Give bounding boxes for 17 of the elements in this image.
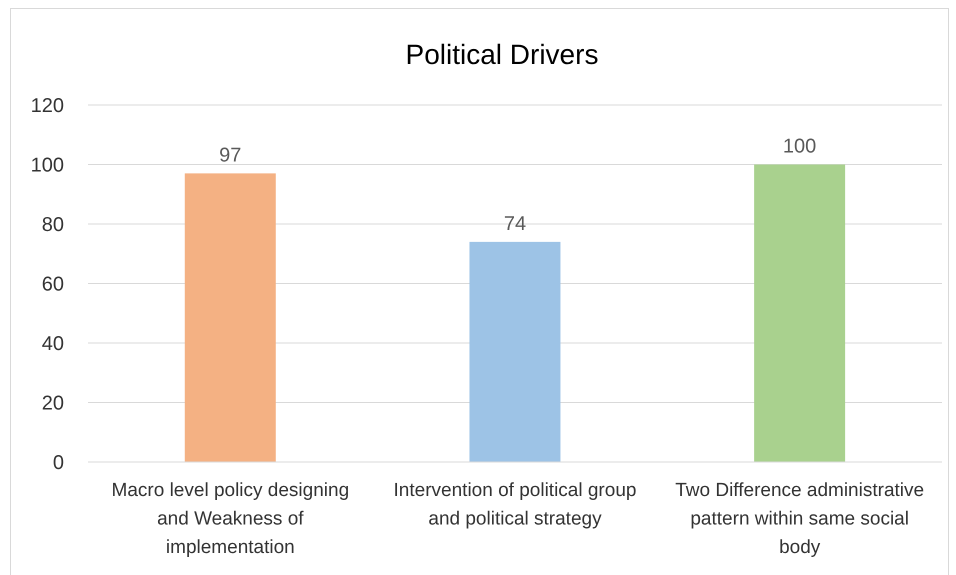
bar bbox=[754, 164, 846, 462]
chart-title: Political Drivers bbox=[404, 38, 600, 72]
y-tick-label: 60 bbox=[42, 274, 64, 296]
y-tick-label: 20 bbox=[42, 392, 64, 415]
bar bbox=[469, 242, 560, 462]
data-label: 74 bbox=[504, 212, 526, 235]
x-tick-label: Two Difference administrative pattern within same social body bbox=[675, 480, 924, 558]
y-tick-label: 0 bbox=[52, 452, 64, 474]
x-tick-label: Intervention of political group and political strategy bbox=[394, 480, 636, 530]
y-tick-label: 40 bbox=[42, 333, 64, 356]
data-label: 100 bbox=[782, 136, 816, 158]
bar bbox=[184, 173, 276, 462]
x-tick-label: Macro level policy designing and Weakness of implementation bbox=[112, 480, 350, 558]
y-tick-label: 100 bbox=[30, 154, 64, 177]
y-tick-label: 120 bbox=[30, 95, 64, 118]
data-label: 97 bbox=[219, 144, 242, 166]
y-tick-label: 80 bbox=[42, 214, 64, 236]
